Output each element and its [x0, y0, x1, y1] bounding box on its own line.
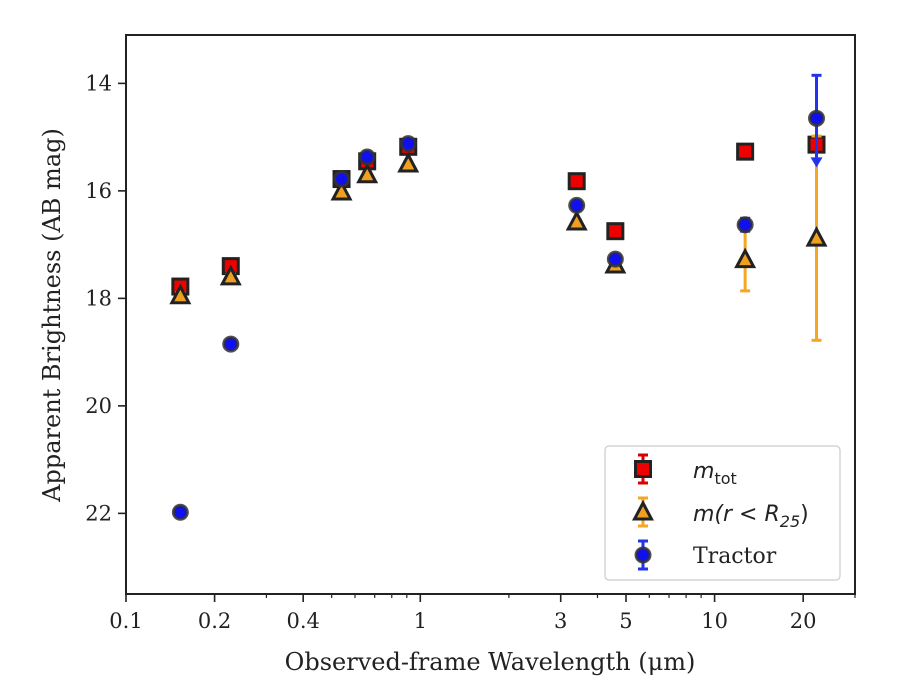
data-point [808, 109, 826, 127]
legend-markers [632, 453, 654, 571]
x-tick-label: 0.2 [198, 609, 231, 633]
data-point [397, 151, 420, 173]
y-tick-label: 20 [85, 394, 112, 418]
data-point [805, 225, 828, 247]
y-tick-label: 16 [85, 179, 112, 203]
x-tick-label: 0.4 [286, 609, 319, 633]
data-point [606, 222, 625, 241]
data-point [565, 209, 588, 231]
y-tick-label: 18 [85, 286, 112, 310]
legend-label-mr25: m(r < R25) [693, 502, 809, 531]
data-point [171, 503, 189, 521]
x-tick-label: 5 [619, 609, 632, 633]
y-tick-label: 14 [85, 71, 112, 95]
axis-ticks: 0.1 0.2 0.4 1 3 5 10 20 14 16 18 20 22 [85, 71, 856, 633]
data-point [736, 142, 755, 161]
legend-marker-0 [634, 460, 652, 478]
x-tick-label: 10 [701, 609, 728, 633]
data-point [606, 250, 624, 268]
data-point [358, 148, 376, 166]
series-1 [169, 134, 828, 342]
data-point [333, 170, 351, 188]
y-axis-title: Apparent Brightness (AB mag) [38, 128, 66, 503]
legend-marker-2 [634, 546, 652, 564]
data-point [399, 135, 417, 153]
legend-frame [604, 445, 841, 581]
data-point [330, 179, 353, 201]
y-tick-label: 22 [85, 501, 112, 525]
x-axis-title: Observed-frame Wavelength (μm) [285, 648, 696, 676]
data-point [736, 216, 754, 234]
data-point [567, 172, 586, 191]
legend-label-mtot: mtot [693, 459, 737, 488]
data-point [169, 283, 192, 305]
data-point [568, 196, 586, 214]
x-tick-label: 20 [790, 609, 817, 633]
data-point [219, 264, 242, 286]
data-point [734, 247, 757, 269]
legend-marker-1 [632, 499, 654, 521]
legend-label-tractor: Tractor [693, 544, 777, 569]
data-point [356, 162, 379, 184]
x-tick-label: 0.1 [109, 609, 142, 633]
legend: mtot m(r < R25) Tractor [604, 445, 841, 581]
plot-frame [125, 34, 856, 595]
series-2 [171, 73, 826, 521]
plot-area [169, 73, 828, 521]
x-tick-label: 1 [414, 609, 427, 633]
upper-limit-arrow [810, 157, 823, 168]
data-point [222, 335, 240, 353]
x-tick-label: 3 [554, 609, 567, 633]
